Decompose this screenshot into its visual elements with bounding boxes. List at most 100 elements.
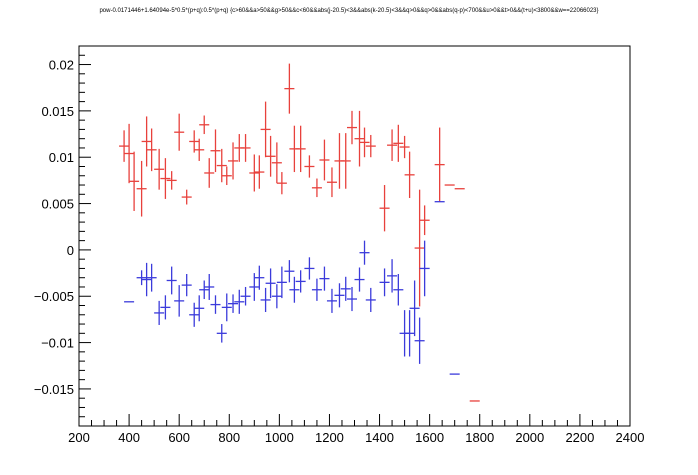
- data-point: [399, 135, 410, 159]
- data-point: [260, 287, 271, 312]
- x-tick-label: 600: [168, 430, 190, 445]
- data-point: [340, 133, 351, 189]
- x-tick-label: 2400: [616, 430, 645, 445]
- data-point: [404, 310, 415, 357]
- data-point: [204, 158, 215, 188]
- data-point: [271, 142, 282, 184]
- data-point: [136, 160, 147, 217]
- data-point: [189, 130, 200, 153]
- data-point: [210, 295, 221, 314]
- data-point: [228, 294, 239, 313]
- y-tick-label: 0.015: [41, 104, 74, 119]
- data-point: [181, 274, 192, 297]
- data-point: [409, 280, 420, 337]
- data-point: [379, 268, 390, 297]
- data-point: [419, 205, 430, 236]
- data-point: [240, 134, 251, 162]
- data-point: [271, 284, 282, 309]
- data-point: [166, 171, 177, 190]
- data-point: [254, 265, 265, 290]
- data-point: [354, 110, 365, 167]
- data-point: [414, 317, 425, 364]
- data-point: [199, 115, 210, 135]
- data-point: [210, 129, 221, 173]
- data-point: [174, 285, 185, 317]
- data-point: [194, 295, 205, 322]
- x-tick-label: 1200: [315, 430, 344, 445]
- data-point: [221, 166, 232, 186]
- data-point: [160, 158, 171, 199]
- data-point: [199, 280, 210, 300]
- y-tick-label: 0.01: [49, 150, 74, 165]
- data-point: [234, 289, 245, 314]
- data-point: [340, 276, 351, 301]
- data-point: [160, 295, 171, 320]
- data-point: [326, 167, 337, 198]
- y-tick-label: 0.02: [49, 58, 74, 73]
- y-tick-label: 0: [67, 243, 74, 258]
- data-point: [276, 266, 287, 299]
- data-point: [319, 139, 330, 181]
- data-point: [387, 259, 398, 293]
- x-tick-label: 800: [218, 430, 240, 445]
- data-point: [326, 288, 337, 313]
- series-1: [119, 63, 480, 402]
- data-point: [311, 178, 322, 198]
- data-point: [354, 267, 365, 292]
- x-tick-label: 2200: [565, 430, 594, 445]
- data-point: [189, 302, 200, 327]
- x-tick-label: 2000: [515, 430, 544, 445]
- x-tick-label: 400: [118, 430, 140, 445]
- axes-group: 200 400 600 800 1000 1200 1400 1600 1800 2000 2200…: [34, 45, 645, 445]
- data-point: [276, 172, 287, 195]
- data-point: [174, 113, 185, 151]
- data-point: [284, 260, 295, 283]
- data-point: [166, 266, 177, 295]
- y-tick-label: 0.005: [41, 197, 74, 212]
- data-point: [146, 128, 157, 172]
- series-2: [124, 201, 460, 375]
- plot-frame: [78, 45, 631, 427]
- data-point: [124, 123, 135, 184]
- data-point: [379, 185, 390, 232]
- data-point: [434, 127, 445, 202]
- data-point: [295, 270, 306, 293]
- data-point: [404, 151, 415, 198]
- data-point: [249, 154, 260, 192]
- data-point: [216, 148, 227, 183]
- chart-title: pow-0.0171446+1.64094e-5*0.5*(p+q):0.5*(…: [99, 8, 598, 14]
- y-tick-label: −0.01: [41, 336, 74, 351]
- data-point: [289, 276, 300, 303]
- data-point: [365, 287, 376, 312]
- y-tick-label: −0.005: [34, 289, 74, 304]
- data-point: [393, 124, 404, 162]
- data-point: [393, 274, 404, 306]
- data-point: [359, 127, 370, 158]
- data-point: [254, 155, 265, 189]
- data-point: [221, 293, 232, 322]
- data-point: [311, 278, 322, 301]
- data-point: [216, 324, 227, 343]
- x-tick-label: 1600: [415, 430, 444, 445]
- data-point: [181, 189, 192, 205]
- data-point: [304, 155, 315, 178]
- data-point: [346, 110, 358, 145]
- data-point: [414, 189, 425, 307]
- x-tick-label: 1800: [465, 430, 494, 445]
- data-point: [265, 135, 276, 177]
- data-point: [154, 148, 165, 190]
- data-point: [228, 142, 239, 180]
- data-point: [260, 101, 271, 158]
- data-point: [154, 300, 165, 325]
- data-point: [119, 130, 130, 162]
- data-point: [319, 266, 330, 291]
- x-tick-label: 1400: [365, 430, 394, 445]
- data-point: [359, 240, 370, 265]
- data-point: [129, 151, 140, 211]
- data-point: [194, 138, 205, 161]
- data-point: [146, 263, 157, 292]
- x-tick-label: 200: [68, 430, 90, 445]
- data-point: [346, 286, 358, 312]
- data-point: [284, 63, 295, 114]
- x-tick-label: 1000: [265, 430, 294, 445]
